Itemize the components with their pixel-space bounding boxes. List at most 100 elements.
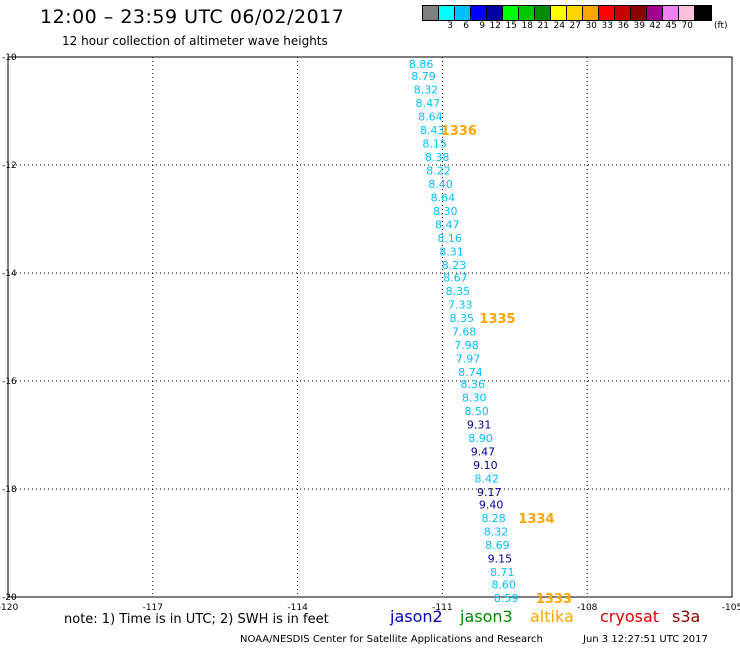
wave-height-reading: 8.22 [426,164,451,177]
y-tick-label: -16 [2,377,17,387]
wave-height-reading: 8.38 [425,151,450,164]
legend-label: 70 [681,21,693,31]
x-tick-label: -108 [577,603,598,613]
wave-height-reading: 8.31 [439,245,464,258]
wave-height-reading: 8.74 [458,366,483,379]
sat-label-jason3: jason3 [460,607,513,626]
wave-height-reading: 9.31 [467,419,492,432]
legend-swatch [599,6,615,20]
wave-height-reading: 8.90 [468,432,493,445]
pass-number-label: 1333 [536,592,572,607]
wave-height-reading: 8.43 [420,124,445,137]
wave-height-reading: 8.16 [437,232,462,245]
legend-swatch [439,6,455,20]
legend-swatch [567,6,583,20]
wave-height-reading: 8.32 [484,526,509,539]
wave-height-reading: 8.79 [411,70,436,83]
legend-swatch [631,6,647,20]
wave-height-reading: 8.64 [418,110,443,123]
wave-height-reading: 7.97 [456,352,481,365]
wave-height-reading: 7.33 [448,298,473,311]
legend-swatch [471,6,487,20]
legend-swatch [535,6,551,20]
sat-label-altika: altika [530,607,574,626]
wave-height-reading: 8.23 [442,259,467,272]
pass-number-label: 1336 [441,124,477,139]
sat-label-jason2: jason2 [390,607,443,626]
color-legend-bar [422,5,712,21]
legend-label: 12 [489,21,501,31]
wave-height-reading: 8.30 [433,205,458,218]
wave-height-reading: 9.17 [477,486,502,499]
wave-height-reading: 7.68 [452,325,477,338]
pass-number-label: 1334 [518,512,554,527]
legend-label: 24 [553,21,565,31]
wave-height-reading: 8.40 [428,178,453,191]
sat-label-cryosat: cryosat [600,607,660,626]
legend-label: 27 [569,21,581,31]
wave-height-reading: 8.28 [481,512,506,525]
footer-credit: NOAA/NESDIS Center for Satellite Applica… [240,634,543,645]
wave-height-reading: 8.59 [494,592,519,605]
page-subtitle: 12 hour collection of altimeter wave hei… [62,34,328,48]
legend-swatch [487,6,503,20]
legend-label: 42 [649,21,661,31]
wave-height-reading: 9.15 [488,553,513,566]
note-text: note: 1) Time is in UTC; 2) SWH is in fe… [64,612,329,627]
y-tick-label: -20 [2,593,17,603]
sat-label-s3a: s3a [672,607,701,626]
wave-height-reading: 8.60 [491,579,516,592]
wave-height-reading: 8.42 [475,473,500,486]
wave-height-reading: 9.10 [473,459,498,472]
wave-height-reading: 8.35 [446,285,471,298]
legend-label: 15 [505,21,517,31]
wave-height-reading: 8.30 [462,392,487,405]
x-tick-label: -105 [722,603,740,613]
x-tick-label: -120 [0,603,18,613]
wave-height-reading: 8.36 [461,378,486,391]
map-frame [7,56,733,598]
legend-swatch [695,6,711,20]
wave-height-reading: 8.71 [490,566,515,579]
wave-height-reading: 8.69 [485,539,510,552]
legend-label: 21 [537,21,549,31]
x-tick-label: -117 [143,603,163,613]
legend-label: 33 [601,21,613,31]
x-tick-label: -111 [432,603,452,613]
wave-height-reading: 8.15 [422,137,447,150]
legend-label: 30 [585,21,597,31]
page-title: 12:00 – 23:59 UTC 06/02/2017 [40,6,345,28]
wave-height-reading: 8.35 [449,312,474,325]
legend-swatch [583,6,599,20]
legend-label: 6 [463,21,469,31]
x-tick-label: -114 [287,603,308,613]
legend-swatch [519,6,535,20]
wave-height-reading: 8.86 [409,58,434,71]
legend-label: 3 [447,21,453,31]
footer-timestamp: Jun 3 12:27:51 UTC 2017 [583,634,708,645]
wave-height-reading: 8.32 [414,83,439,96]
wave-height-reading: 7.98 [454,339,479,352]
legend-label: 45 [665,21,677,31]
legend-swatch [551,6,567,20]
y-tick-label: -14 [2,269,17,279]
legend-label: 39 [633,21,645,31]
legend-label: 9 [479,21,485,31]
legend-swatch [679,6,695,20]
pass-number-label: 1335 [479,312,515,327]
color-legend-labels: 3 6 9 12 15 18 21 24 27 30 33 36 39 42 45 70 [422,21,694,31]
wave-height-reading: 9.40 [479,499,504,512]
legend-label: 36 [617,21,629,31]
wave-height-reading: 8.64 [431,191,456,204]
legend-swatch [615,6,631,20]
y-tick-label: -10 [2,53,17,63]
wave-height-reading: 8.47 [435,218,460,231]
wave-height-reading: 8.50 [464,405,489,418]
legend-swatch [647,6,663,20]
wave-height-reading: 8.47 [416,97,441,110]
legend-swatch [423,6,439,20]
legend-swatch [663,6,679,20]
y-tick-label: -18 [2,485,17,495]
